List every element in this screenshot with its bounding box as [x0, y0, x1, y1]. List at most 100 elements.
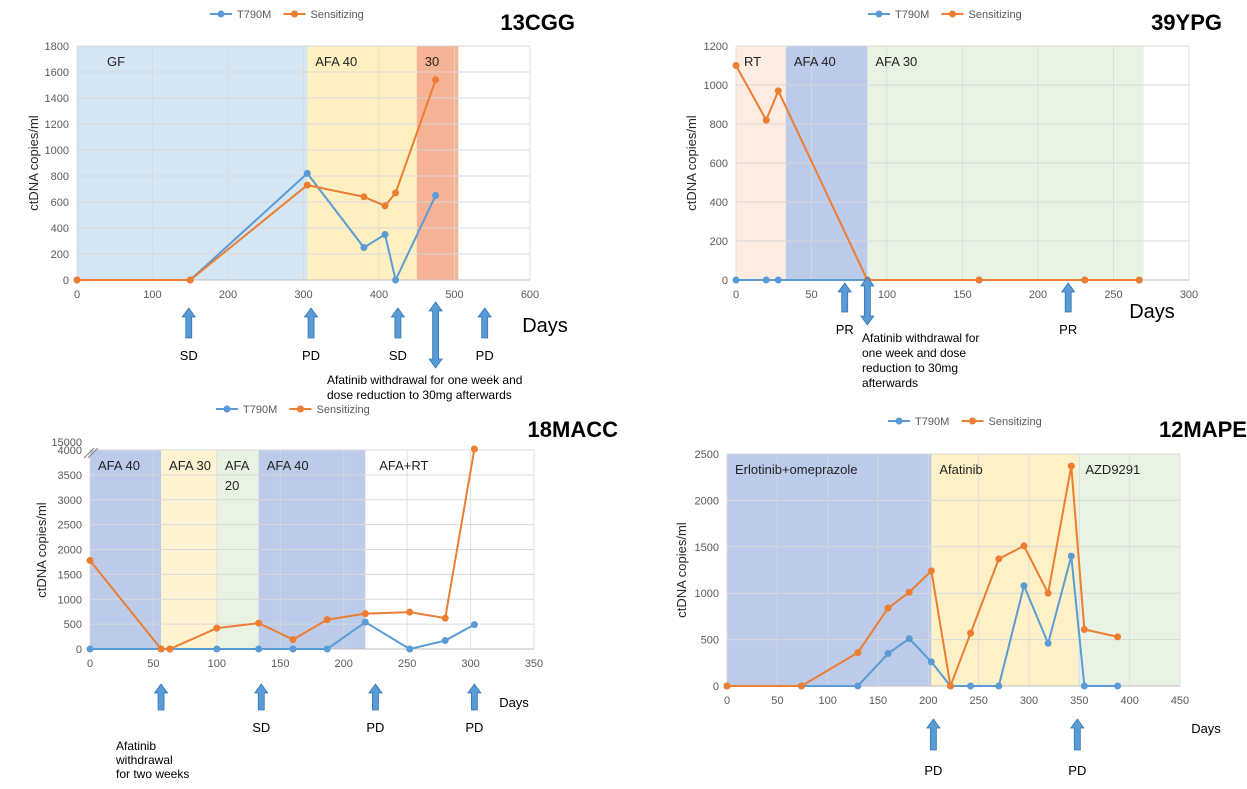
- chart-title: 39YPG: [1151, 10, 1222, 35]
- annotation-note-line: reduction to 30mg: [862, 361, 958, 375]
- band-label: AFA 30: [875, 54, 917, 69]
- annotation-label: SD: [252, 720, 270, 735]
- series-line-t790m: [727, 555, 1118, 687]
- annotation-double-arrow: [428, 301, 443, 369]
- data-point-sensitizing: [73, 276, 81, 284]
- data-point-t790m: [255, 645, 263, 653]
- data-point-sensitizing: [884, 604, 892, 612]
- annotation-label: SD: [180, 348, 198, 363]
- x-tick-label: 100: [208, 658, 226, 670]
- annotation-note-line: Afatinib withdrawal for: [862, 331, 979, 345]
- annotation-note: Afatinib withdrawal for one week and dose…: [862, 331, 979, 390]
- x-tick-label: 0: [724, 695, 730, 707]
- y-tick-label: 600: [51, 197, 69, 209]
- y-tick-label: 1500: [58, 569, 82, 581]
- data-point-t790m: [905, 635, 913, 643]
- x-tick-label: 300: [461, 658, 479, 670]
- x-tick-label: 0: [87, 658, 93, 670]
- data-point-sensitizing: [186, 276, 194, 284]
- data-point-sensitizing: [762, 116, 770, 124]
- data-point-t790m: [732, 276, 740, 284]
- annotation-arrow: [253, 683, 269, 711]
- data-point-sensitizing: [946, 682, 954, 690]
- data-point-sensitizing: [927, 567, 935, 575]
- x-tick-label: 600: [521, 289, 539, 301]
- legend-swatch-marker: [875, 10, 883, 18]
- annotation-note-line: withdrawal: [115, 753, 173, 767]
- treatment-band: [77, 46, 308, 280]
- x-tick-label: 100: [878, 289, 896, 301]
- data-point-t790m: [323, 645, 331, 653]
- data-point-sensitizing: [995, 555, 1003, 563]
- data-point-t790m: [1044, 639, 1052, 647]
- treatment-band: [931, 454, 1078, 686]
- x-tick-label: 200: [219, 289, 237, 301]
- band-label-line: AFA 30: [875, 54, 917, 69]
- band-label-line: GF: [107, 54, 125, 69]
- x-tick-label: 500: [445, 289, 463, 301]
- annotation-arrow: [1060, 282, 1076, 313]
- legend-entry: T790M: [915, 416, 949, 428]
- data-point-sensitizing: [1081, 276, 1089, 284]
- x-tick-label: 300: [294, 289, 312, 301]
- y-axis-label: ctDNA copies/ml: [684, 115, 699, 210]
- annotation-arrow: [181, 307, 197, 339]
- data-point-sensitizing: [967, 629, 975, 637]
- x-tick-label: 200: [919, 695, 937, 707]
- y-tick-label: 200: [51, 249, 69, 261]
- legend: T790M Sensitizing: [868, 9, 1022, 21]
- data-point-t790m: [361, 618, 369, 626]
- treatment-band: [727, 454, 932, 686]
- y-tick-label: 1600: [45, 67, 69, 79]
- x-tick-label: 50: [147, 658, 159, 670]
- data-point-sensitizing: [732, 62, 740, 69]
- y-tick-label: 3000: [58, 495, 82, 507]
- legend-swatch-marker: [291, 10, 298, 18]
- data-point-t790m: [392, 276, 400, 284]
- annotation-note-line: Afatinib: [116, 739, 156, 753]
- band-label: AFA 20: [225, 458, 250, 493]
- data-point-t790m: [289, 645, 297, 653]
- band-label: 30: [425, 54, 439, 69]
- data-point-sensitizing: [323, 616, 331, 624]
- annotation-label: SD: [389, 348, 407, 363]
- legend-swatch-marker: [297, 405, 304, 413]
- band-label: AFA 40: [315, 54, 357, 69]
- band-label-line: Erlotinib+omeprazole: [735, 462, 857, 477]
- chart-title: 12MAPE: [1159, 417, 1247, 442]
- legend-swatch-marker: [969, 417, 976, 425]
- annotation-arrow: [837, 282, 853, 313]
- y-tick-label: 0: [76, 644, 82, 656]
- y-tick-label: 600: [710, 158, 728, 170]
- data-point-t790m: [884, 650, 892, 658]
- x-tick-label: 200: [1029, 289, 1047, 301]
- band-label-line: Afatinib: [939, 462, 982, 477]
- band-label-line: AFA 40: [794, 54, 836, 69]
- y-tick-label: 1200: [45, 119, 69, 131]
- data-point-sensitizing: [381, 202, 389, 210]
- x-tick-label: 150: [869, 695, 887, 707]
- x-tick-label: 350: [1070, 695, 1088, 707]
- y-tick-label: 2500: [695, 449, 719, 461]
- data-point-t790m: [1020, 582, 1028, 590]
- annotation-label: PR: [836, 322, 854, 337]
- band-label: Afatinib: [939, 462, 982, 477]
- x-tick-label: 300: [1020, 695, 1038, 707]
- annotation-arrow: [303, 307, 319, 339]
- data-point-sensitizing: [406, 608, 414, 616]
- x-tick-label: 0: [74, 289, 80, 301]
- annotation-double-arrow: [860, 276, 875, 326]
- data-point-sensitizing: [361, 610, 369, 618]
- data-point-sensitizing: [441, 614, 449, 622]
- y-tick-label: 3500: [58, 470, 82, 482]
- band-label: Erlotinib+omeprazole: [735, 462, 857, 477]
- data-point-t790m: [432, 192, 440, 199]
- data-point-t790m: [213, 645, 221, 653]
- band-label-line: AFA: [225, 458, 250, 473]
- band-label: AFA 30: [169, 458, 211, 473]
- annotation-label: PD: [465, 720, 483, 735]
- band-label: AFA+RT: [379, 458, 428, 473]
- band-label-line: AFA 40: [267, 458, 309, 473]
- x-tick-label: 250: [1104, 289, 1122, 301]
